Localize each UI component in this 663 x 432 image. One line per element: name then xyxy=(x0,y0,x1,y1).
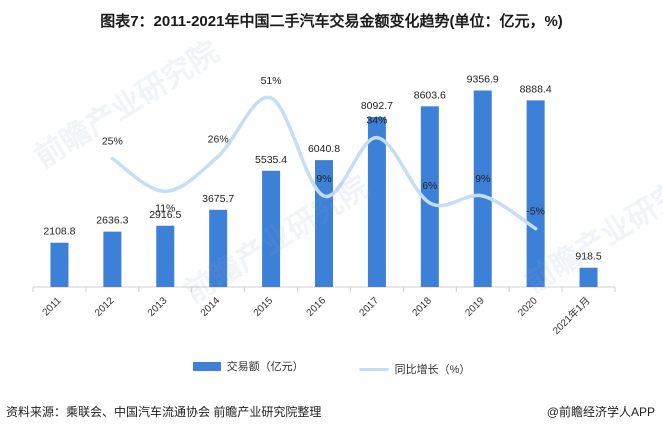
bar-label: 9356.9 xyxy=(467,74,499,86)
x-tick-label: 2015 xyxy=(252,295,276,319)
bar-2014 xyxy=(209,209,228,287)
x-tick-label: 2013 xyxy=(146,295,170,319)
growth-label: 6% xyxy=(422,180,437,192)
chart-title: 图表7：2011-2021年中国二手汽车交易金额变化趋势(单位：亿元，%) xyxy=(100,13,563,30)
x-tick-label: 2017 xyxy=(358,295,382,319)
growth-line xyxy=(110,95,538,231)
growth-label: 26% xyxy=(208,133,229,145)
growth-label: -5% xyxy=(526,206,545,218)
bar-label: 8888.4 xyxy=(520,83,552,95)
bar-2012 xyxy=(103,231,122,287)
legend-bar-swatch xyxy=(192,361,221,371)
bar-label: 3675.7 xyxy=(202,193,234,205)
x-tick-label: 2011 xyxy=(41,295,64,318)
bar-2019 xyxy=(473,90,492,287)
growth-label: 11% xyxy=(155,202,175,214)
chart: 2108.8 2636.3 2916.5 3675.7 5535.4 6040.8 8092… xyxy=(32,74,616,337)
bar-label: 8603.6 xyxy=(414,89,446,101)
x-tick-label: 2020 xyxy=(516,295,540,319)
x-tick-label: 2019 xyxy=(463,295,487,319)
bar-2011 xyxy=(50,242,69,287)
bar-2018 xyxy=(420,106,439,287)
bar-label: 2636.3 xyxy=(96,215,128,227)
bar-label: 5535.4 xyxy=(255,154,287,166)
bar-label: 8092.7 xyxy=(361,100,393,112)
x-tick-label: 2016 xyxy=(305,295,329,319)
bar-label: 2916.5 xyxy=(149,209,181,221)
x-tick-label: 2012 xyxy=(93,295,117,319)
legend-bar-label: 交易额（亿元） xyxy=(226,361,304,373)
bar-label: 2108.8 xyxy=(43,226,75,238)
x-tick-label: 2014 xyxy=(199,295,223,319)
x-tick-label: 2018 xyxy=(410,295,434,319)
bar-2015 xyxy=(262,170,281,287)
bar-2021年1月 xyxy=(579,267,598,287)
bar-2013 xyxy=(156,225,175,287)
growth-label: 34% xyxy=(366,115,387,127)
growth-label: 25% xyxy=(102,136,123,148)
bar-2017 xyxy=(367,117,386,287)
legend-line-swatch xyxy=(358,367,389,371)
growth-label: 9% xyxy=(475,173,490,185)
x-tick-label: 2021年1月 xyxy=(550,294,593,337)
legend: 交易额（亿元） 同比增长（%） xyxy=(0,358,663,377)
bar-2020 xyxy=(526,100,545,287)
growth-label: 51% xyxy=(261,75,282,87)
bar-label: 6040.8 xyxy=(308,143,340,155)
legend-item-line: 同比增长（%） xyxy=(358,361,471,377)
legend-line-label: 同比增长（%） xyxy=(394,364,471,376)
growth-label: 9% xyxy=(316,173,331,185)
source-note: 资料来源：乘联会、中国汽车流通协会 前瞻产业研究院整理 xyxy=(6,405,322,419)
brand-credit: @前瞻经济学人APP xyxy=(546,405,655,419)
bar-label: 918.5 xyxy=(575,251,601,263)
legend-item-bar: 交易额（亿元） xyxy=(192,358,304,374)
